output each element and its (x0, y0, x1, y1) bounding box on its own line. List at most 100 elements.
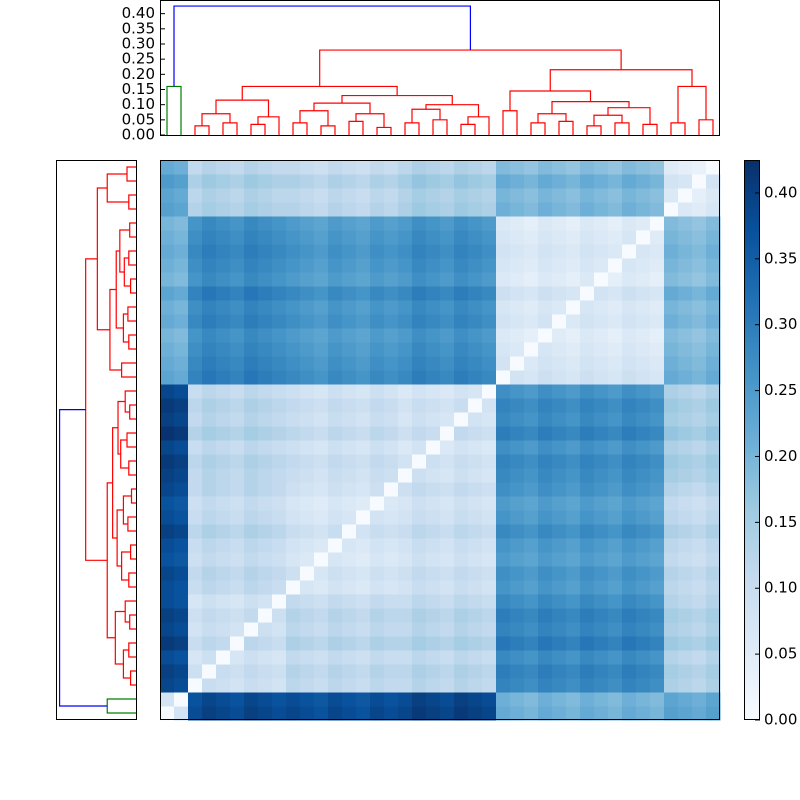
heatmap-cell (692, 342, 707, 357)
heatmap-cell (384, 440, 399, 455)
heatmap-cell (174, 314, 189, 329)
heatmap-cell (398, 188, 413, 203)
heatmap-cell (454, 678, 469, 693)
left-dendrogram-link (106, 173, 129, 203)
heatmap-cell (524, 594, 539, 609)
heatmap-cell (468, 650, 483, 665)
heatmap-cell (314, 454, 329, 469)
heatmap-cell (342, 342, 357, 357)
heatmap-cell (160, 258, 175, 273)
heatmap-cell (258, 524, 273, 539)
heatmap-cell (580, 454, 595, 469)
heatmap-cell (454, 314, 469, 329)
heatmap-cell (706, 594, 721, 609)
heatmap-cell (524, 342, 539, 357)
heatmap-cell (482, 384, 497, 399)
heatmap-cell (384, 174, 399, 189)
heatmap-cell (314, 174, 329, 189)
heatmap-cell (566, 594, 581, 609)
heatmap-cell (398, 216, 413, 231)
heatmap-cell (202, 482, 217, 497)
heatmap-cell (356, 678, 371, 693)
heatmap-cell (258, 650, 273, 665)
heatmap-cell (300, 622, 315, 637)
heatmap-cell (160, 412, 175, 427)
heatmap-cell (230, 188, 245, 203)
heatmap-cell (398, 440, 413, 455)
heatmap-cell (216, 496, 231, 511)
top-dendrogram-link (320, 125, 336, 135)
heatmap-cell (356, 314, 371, 329)
heatmap-cell (342, 230, 357, 245)
heatmap-cell (468, 468, 483, 483)
heatmap-cell (258, 272, 273, 287)
heatmap-cell (300, 258, 315, 273)
heatmap-cell (216, 706, 231, 721)
heatmap-cell (230, 622, 245, 637)
heatmap-cell (398, 706, 413, 721)
heatmap-cell (384, 244, 399, 259)
heatmap-cell (482, 272, 497, 287)
heatmap-cell (482, 496, 497, 511)
heatmap-cell (258, 258, 273, 273)
heatmap-cell (482, 524, 497, 539)
heatmap-cell (370, 622, 385, 637)
heatmap-cell (636, 244, 651, 259)
heatmap-cell (622, 524, 637, 539)
heatmap-cell (426, 552, 441, 567)
heatmap-cell (608, 692, 623, 707)
heatmap-cell (328, 482, 343, 497)
heatmap-cell (314, 412, 329, 427)
top-dendrogram-link (250, 123, 266, 135)
dendrogram-tick-label: 0.35 (122, 19, 155, 37)
heatmap-cell (342, 272, 357, 287)
heatmap-cell (580, 608, 595, 623)
left-dendrogram-link (128, 194, 136, 210)
heatmap-cell (356, 552, 371, 567)
heatmap-cell (188, 398, 203, 413)
heatmap-cell (468, 426, 483, 441)
heatmap-cell (524, 216, 539, 231)
heatmap-cell (286, 706, 301, 721)
heatmap-cell (650, 384, 665, 399)
heatmap-cell (356, 594, 371, 609)
heatmap-cell (594, 370, 609, 385)
heatmap-cell (230, 636, 245, 651)
heatmap-cell (538, 566, 553, 581)
heatmap-cell (496, 538, 511, 553)
heatmap-cell (188, 594, 203, 609)
heatmap-cell (468, 216, 483, 231)
heatmap-cell (482, 650, 497, 665)
heatmap-cell (454, 356, 469, 371)
heatmap-cell (692, 454, 707, 469)
heatmap-cell (258, 188, 273, 203)
heatmap-cell (328, 244, 343, 259)
left-dendrogram-link (124, 390, 136, 413)
heatmap-cell (510, 174, 525, 189)
heatmap-cell (258, 692, 273, 707)
heatmap-cell (552, 510, 567, 525)
heatmap-cell (272, 342, 287, 357)
heatmap-cell (384, 300, 399, 315)
heatmap-cell (566, 342, 581, 357)
heatmap-cell (566, 174, 581, 189)
heatmap-cell (524, 272, 539, 287)
heatmap-cell (412, 174, 427, 189)
heatmap-cell (160, 272, 175, 287)
heatmap-cell (314, 356, 329, 371)
heatmap-cell (258, 454, 273, 469)
heatmap-cell (314, 202, 329, 217)
heatmap-cell (636, 216, 651, 231)
heatmap-cell (622, 594, 637, 609)
heatmap-cell (286, 216, 301, 231)
heatmap-cell (678, 174, 693, 189)
left-dendrogram-link (130, 488, 136, 504)
heatmap-cell (608, 314, 623, 329)
heatmap-cell (692, 566, 707, 581)
heatmap-cell (608, 524, 623, 539)
heatmap-cell (468, 272, 483, 287)
heatmap-cell (202, 650, 217, 665)
heatmap-cell (636, 398, 651, 413)
heatmap-cell (650, 258, 665, 273)
